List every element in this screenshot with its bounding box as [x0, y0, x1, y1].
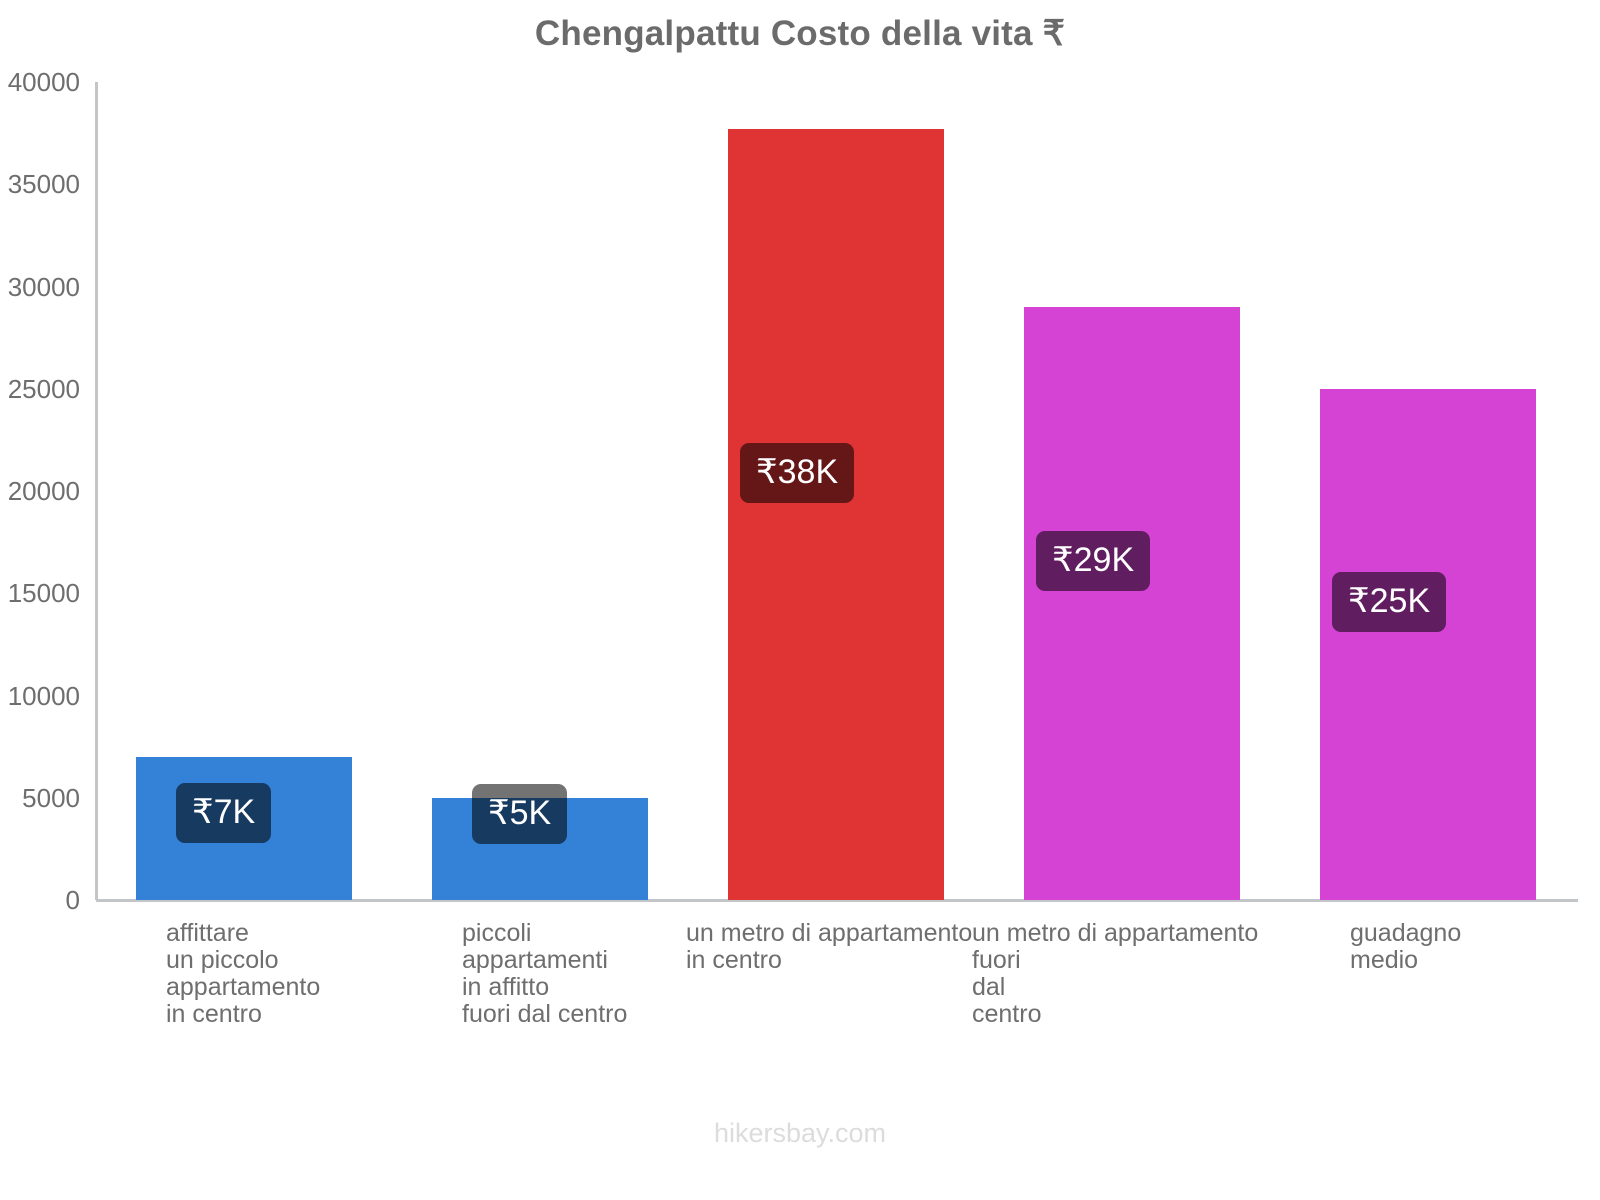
- y-axis-tick-label: 0: [65, 885, 80, 915]
- x-axis-category-label: un metro di appartamento in centro: [686, 919, 973, 974]
- x-axis-category-label: affittare un piccolo appartamento in cen…: [166, 919, 321, 1028]
- bar[interactable]: [1024, 306, 1240, 900]
- y-axis-tick-label: 40000: [7, 67, 80, 97]
- y-axis-tick-label: 5000: [22, 782, 80, 813]
- bar[interactable]: [728, 129, 944, 900]
- bar-value-label: ₹38K: [740, 443, 855, 504]
- x-axis-category-label: un metro di appartamento fuori dal centr…: [972, 919, 1259, 1028]
- y-axis-tick-label: 20000: [7, 476, 80, 506]
- x-axis-line: [96, 899, 1578, 902]
- x-axis-category-label: guadagno medio: [1350, 919, 1462, 974]
- y-axis-line: [95, 82, 98, 900]
- bar-value-label: ₹7K: [176, 782, 272, 843]
- footer-watermark: hikersbay.com: [713, 1118, 887, 1148]
- y-axis-tick-label: 15000: [7, 578, 80, 609]
- y-axis-tick-label: 35000: [7, 169, 80, 200]
- bar-value-label: ₹29K: [1036, 530, 1151, 591]
- y-axis-tick-label: 25000: [7, 373, 80, 404]
- y-axis-tick-label: 10000: [7, 680, 80, 711]
- bar-value-label: ₹25K: [1332, 571, 1447, 632]
- bar[interactable]: [1320, 388, 1536, 900]
- y-axis-tick-label: 30000: [7, 271, 80, 302]
- x-axis-category-label: piccoli appartamenti in affitto fuori da…: [462, 919, 628, 1028]
- bar-value-label: ₹5K: [472, 783, 568, 844]
- plot-area: [96, 82, 1576, 900]
- chart-title: Chengalpattu Costo della vita ₹: [534, 14, 1066, 53]
